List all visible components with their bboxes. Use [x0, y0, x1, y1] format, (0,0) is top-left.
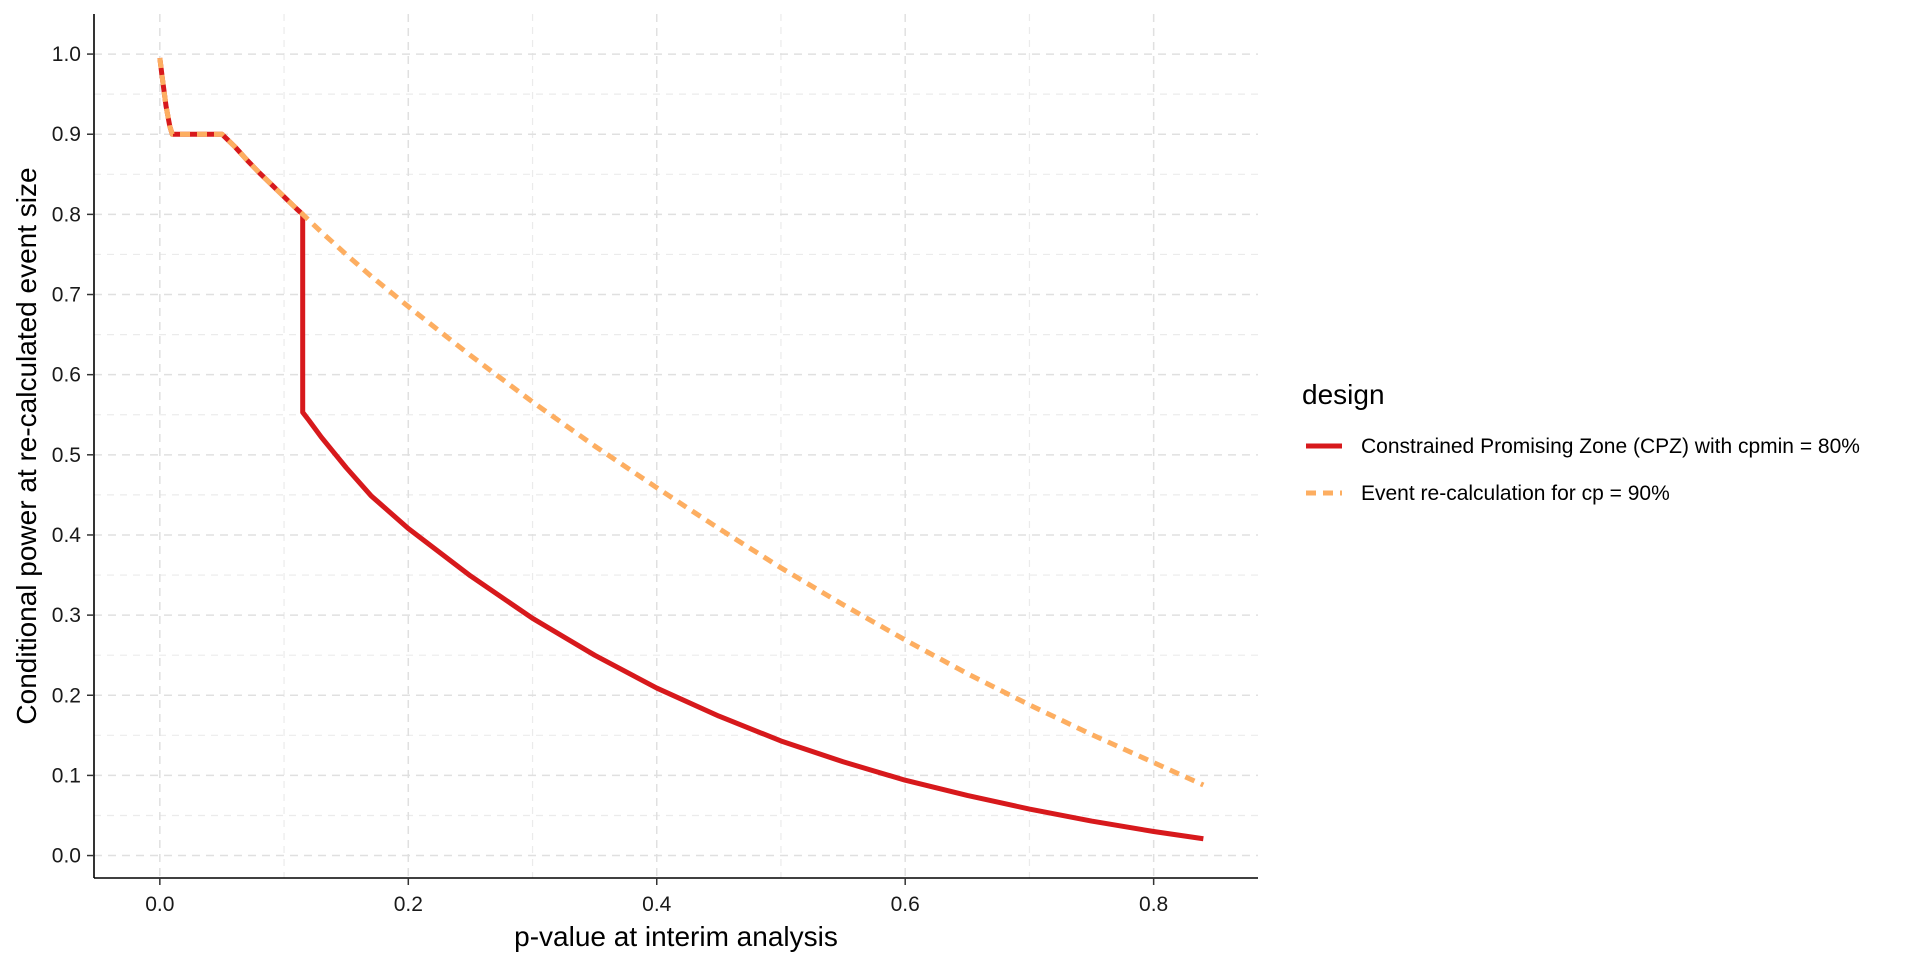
x-ticks: 0.0 0.2 0.4 0.6 0.8	[145, 878, 1168, 916]
x-tick-label: 0.2	[394, 893, 423, 916]
y-tick-label: 0.9	[52, 123, 81, 146]
y-tick-label: 0.8	[52, 203, 81, 226]
x-axis-title: p-value at interim analysis	[514, 921, 838, 952]
x-tick-label: 0.4	[642, 893, 672, 916]
legend: design Constrained Promising Zone (CPZ) …	[1302, 379, 1860, 505]
y-tick-label: 0.0	[52, 845, 81, 868]
x-tick-label: 0.8	[1139, 893, 1168, 916]
x-tick-label: 0.6	[891, 893, 920, 916]
y-axis-title: Conditional power at re-calculated event…	[11, 167, 42, 724]
axes	[93, 14, 1258, 879]
y-ticks: 0.0 0.1 0.2 0.3 0.4 0.5 0.6 0.7 0.8 0.9 1.0	[52, 43, 94, 868]
legend-label-0: Constrained Promising Zone (CPZ) with cp…	[1361, 435, 1860, 458]
x-tick-label: 0.0	[145, 893, 174, 916]
y-tick-label: 0.3	[52, 604, 81, 627]
y-tick-label: 0.2	[52, 684, 81, 707]
legend-title: design	[1302, 379, 1385, 410]
gridlines	[94, 14, 1258, 878]
legend-label-1: Event re-calculation for cp = 90%	[1361, 482, 1670, 505]
series-lines	[157, 57, 1205, 842]
series-line-0	[157, 57, 1204, 842]
y-tick-label: 0.6	[52, 364, 81, 387]
y-tick-label: 0.4	[52, 524, 82, 547]
y-tick-label: 0.7	[52, 284, 81, 307]
series-line-1	[157, 57, 1205, 788]
y-tick-label: 1.0	[52, 43, 81, 66]
y-tick-label: 0.1	[52, 764, 81, 787]
y-tick-label: 0.5	[52, 444, 81, 467]
